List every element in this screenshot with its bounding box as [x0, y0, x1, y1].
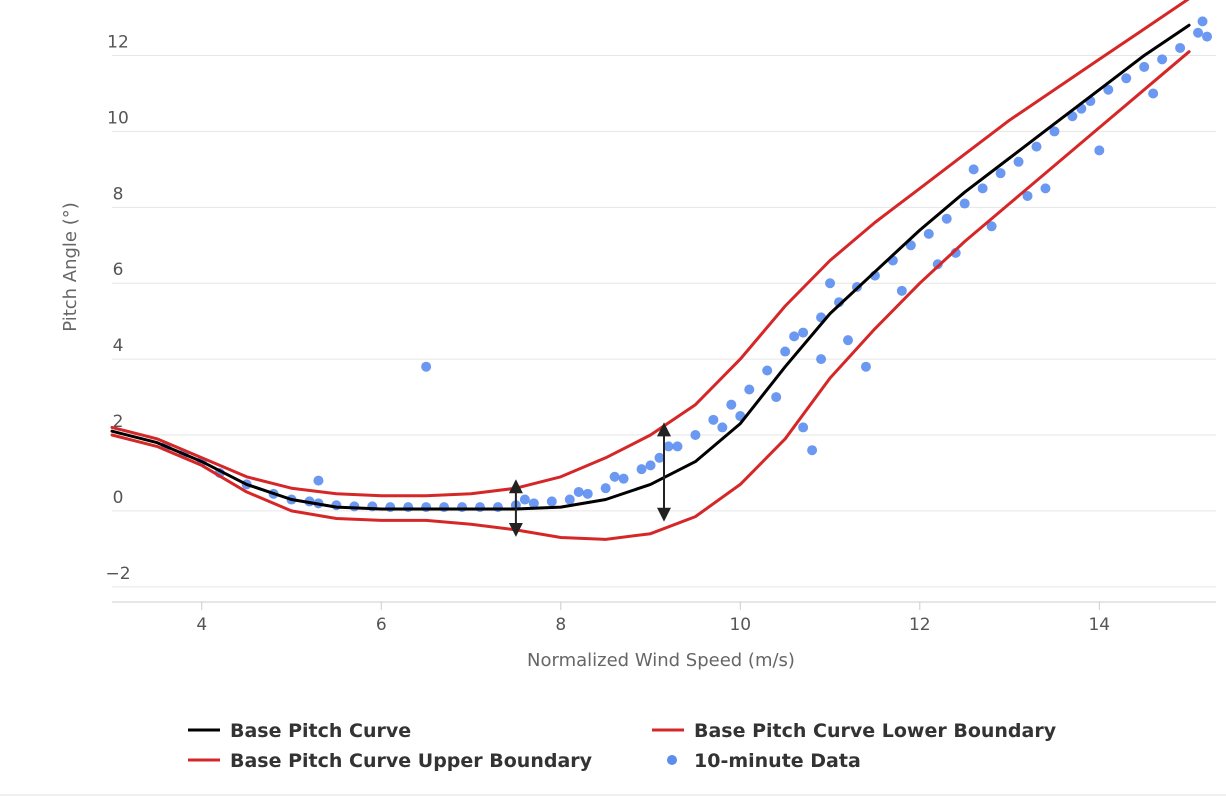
data-point	[977, 183, 988, 194]
data-point	[717, 422, 728, 433]
data-point	[843, 335, 853, 346]
x-tick-label: 4	[196, 615, 207, 635]
data-point	[744, 384, 755, 395]
data-point	[1094, 145, 1105, 156]
y-tick-label: 8	[113, 184, 124, 204]
data-point	[600, 483, 611, 494]
data-point	[1139, 61, 1150, 72]
series-line	[110, 23, 1191, 511]
data-point	[1193, 27, 1204, 38]
legend-item[interactable]: Base Pitch Curve Upper Boundary	[188, 750, 593, 772]
data-point	[313, 475, 324, 486]
data-point	[573, 486, 584, 497]
axes: −2 0 2 4 6 8 10 12 4 6 8 10 12 14	[105, 33, 1216, 635]
series-line	[110, 0, 1190, 498]
data-point	[932, 259, 943, 270]
data-point	[1022, 190, 1033, 201]
data-point	[528, 498, 539, 509]
data-point	[1040, 183, 1051, 194]
legend-item[interactable]: Base Pitch Curve	[188, 720, 411, 742]
data-point	[1197, 16, 1208, 27]
data-point	[726, 399, 737, 410]
data-point	[1031, 141, 1042, 152]
data-point	[672, 441, 683, 452]
data-point	[959, 198, 970, 209]
data-point	[941, 213, 952, 224]
data-point	[457, 502, 468, 513]
data-point	[771, 392, 782, 403]
y-tick-label: 0	[113, 488, 124, 508]
legend-label: Base Pitch Curve Upper Boundary	[230, 750, 593, 772]
annotations	[508, 422, 671, 537]
data-point	[1202, 31, 1213, 42]
legend-label: Base Pitch Curve	[230, 720, 411, 742]
data-point	[798, 422, 809, 433]
legend-marker	[667, 755, 677, 765]
data-point	[1013, 156, 1024, 167]
series-area	[110, 0, 1213, 541]
data-point	[439, 502, 450, 513]
x-tick-label: 6	[376, 615, 387, 635]
legend: Base Pitch Curve Base Pitch Curve Lower B…	[0, 720, 1226, 796]
data-point	[1175, 42, 1186, 53]
data-point	[519, 494, 530, 505]
data-point	[780, 346, 791, 357]
x-tick-label: 12	[909, 615, 931, 635]
data-point	[708, 414, 719, 425]
y-tick-label: 2	[113, 412, 124, 432]
y-tick-label: 4	[113, 336, 124, 356]
data-point	[1121, 73, 1132, 84]
y-axis-title: Pitch Angle (°)	[60, 202, 81, 332]
x-tick-label: 14	[1088, 615, 1110, 635]
data-point	[896, 285, 907, 296]
data-point	[789, 331, 800, 342]
data-point	[582, 488, 593, 499]
legend-label: Base Pitch Curve Lower Boundary	[694, 720, 1057, 742]
data-point	[609, 471, 620, 482]
data-point	[636, 464, 647, 475]
data-point	[807, 445, 818, 456]
x-tick-label: 8	[555, 615, 566, 635]
data-point	[986, 221, 997, 232]
legend-label: 10-minute Data	[694, 750, 861, 772]
data-point	[1049, 126, 1060, 137]
data-point	[1148, 88, 1159, 99]
data-point	[798, 327, 809, 338]
data-point	[923, 228, 934, 239]
data-point	[968, 164, 979, 175]
data-point	[385, 502, 396, 513]
x-tick-label: 10	[729, 615, 751, 635]
data-point	[564, 494, 575, 505]
y-tick-label: 12	[107, 33, 129, 53]
data-point	[475, 502, 485, 513]
data-point	[403, 502, 414, 513]
series-line	[110, 50, 1191, 541]
data-point	[825, 278, 836, 289]
data-point	[421, 502, 432, 513]
y-tick-label: −2	[105, 564, 130, 584]
data-point	[762, 365, 773, 376]
y-tick-label: 6	[113, 260, 124, 280]
data-point	[995, 168, 1006, 179]
data-point	[816, 354, 827, 365]
legend-item[interactable]: 10-minute Data	[667, 750, 861, 772]
data-point	[690, 430, 701, 441]
data-point	[1157, 54, 1168, 65]
data-point	[492, 502, 503, 513]
data-point	[618, 473, 629, 484]
data-point	[1103, 84, 1114, 95]
legend-item[interactable]: Base Pitch Curve Lower Boundary	[652, 720, 1057, 742]
y-tick-label: 10	[107, 108, 129, 128]
data-point	[860, 361, 871, 372]
data-point	[645, 460, 656, 471]
data-point	[421, 361, 432, 372]
data-point	[546, 496, 557, 507]
x-axis-title: Normalized Wind Speed (m/s)	[527, 650, 795, 671]
